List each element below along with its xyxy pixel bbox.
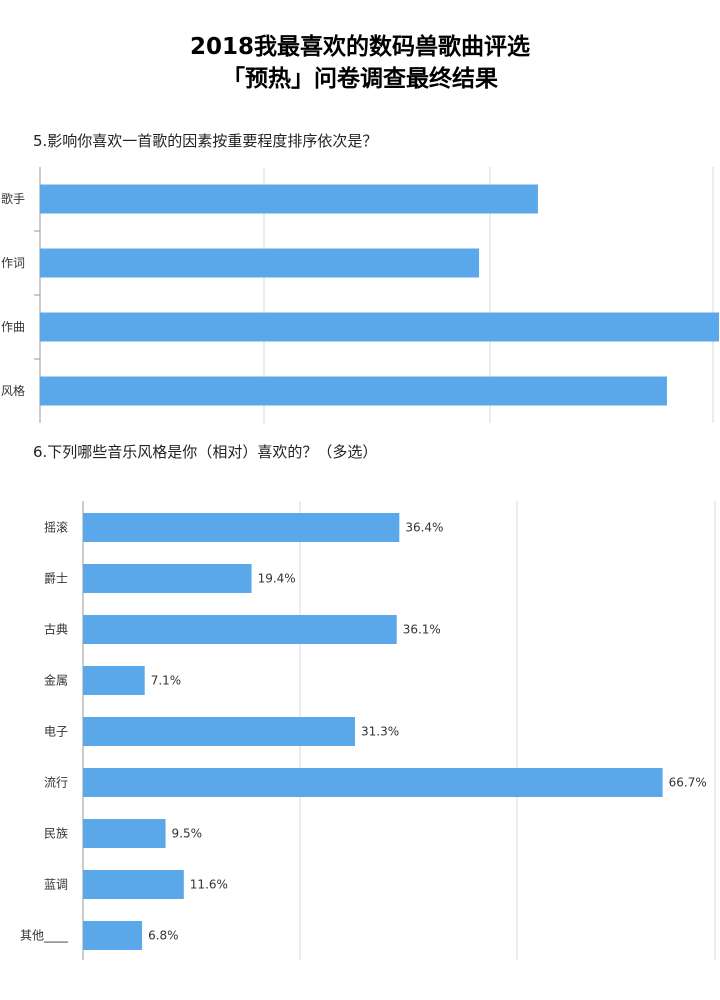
chart2-data-label: 36.1% bbox=[403, 623, 441, 637]
chart2-bar bbox=[83, 768, 663, 797]
chart2-data-label: 19.4% bbox=[258, 572, 296, 586]
chart2-data-label: 6.8% bbox=[148, 929, 179, 943]
chart2-bar bbox=[83, 513, 400, 542]
chart2-category-label: 爵士 bbox=[44, 572, 68, 586]
chart2-data-label: 7.1% bbox=[151, 674, 182, 688]
chart2-data-label: 11.6% bbox=[190, 878, 228, 892]
chart2-bar bbox=[83, 870, 184, 899]
chart2-bar bbox=[83, 615, 397, 644]
question-5-title: 5.影响你喜欢一首歌的因素按重要程度排序依次是？ bbox=[33, 132, 378, 150]
chart2-bar bbox=[83, 921, 143, 950]
page-title-line2: 「预热」问卷调查最终结果 bbox=[222, 66, 498, 92]
chart1-bar bbox=[40, 376, 667, 406]
chart1-category-label: 歌手 bbox=[1, 191, 25, 206]
chart2-category-label: 古典 bbox=[44, 622, 68, 637]
chart1-category-label: 作曲 bbox=[1, 320, 25, 334]
page-title-line1: 2018我最喜欢的数码兽歌曲评选 bbox=[189, 34, 530, 60]
chart2-category-label: 其他____ bbox=[20, 929, 69, 943]
chart1-bar bbox=[40, 248, 480, 278]
chart2-data-label: 31.3% bbox=[361, 725, 399, 739]
chart2-category-label: 民族 bbox=[44, 827, 68, 841]
chart2-category-label: 蓝调 bbox=[44, 878, 68, 892]
chart2-category-label: 金属 bbox=[44, 673, 68, 688]
chart2-bar bbox=[83, 564, 252, 593]
chart2-data-label: 66.7% bbox=[669, 776, 707, 790]
chart2-category-label: 摇滚 bbox=[44, 520, 68, 535]
chart2-bar bbox=[83, 717, 355, 746]
chart1-category-label: 作词 bbox=[1, 256, 25, 270]
chart2-category-label: 流行 bbox=[44, 776, 68, 790]
chart2-data-label: 36.4% bbox=[405, 521, 443, 535]
chart2-data-label: 9.5% bbox=[172, 827, 203, 841]
chart2-bar bbox=[83, 666, 145, 695]
chart2-bar bbox=[83, 819, 166, 848]
chart1-bar bbox=[40, 184, 538, 214]
chart1-category-label: 风格 bbox=[1, 383, 25, 398]
question-6-title: 6.下列哪些音乐风格是你（相对）喜欢的？（多选） bbox=[33, 443, 378, 461]
chart2-category-label: 电子 bbox=[44, 725, 68, 739]
chart1-bar bbox=[40, 312, 719, 342]
